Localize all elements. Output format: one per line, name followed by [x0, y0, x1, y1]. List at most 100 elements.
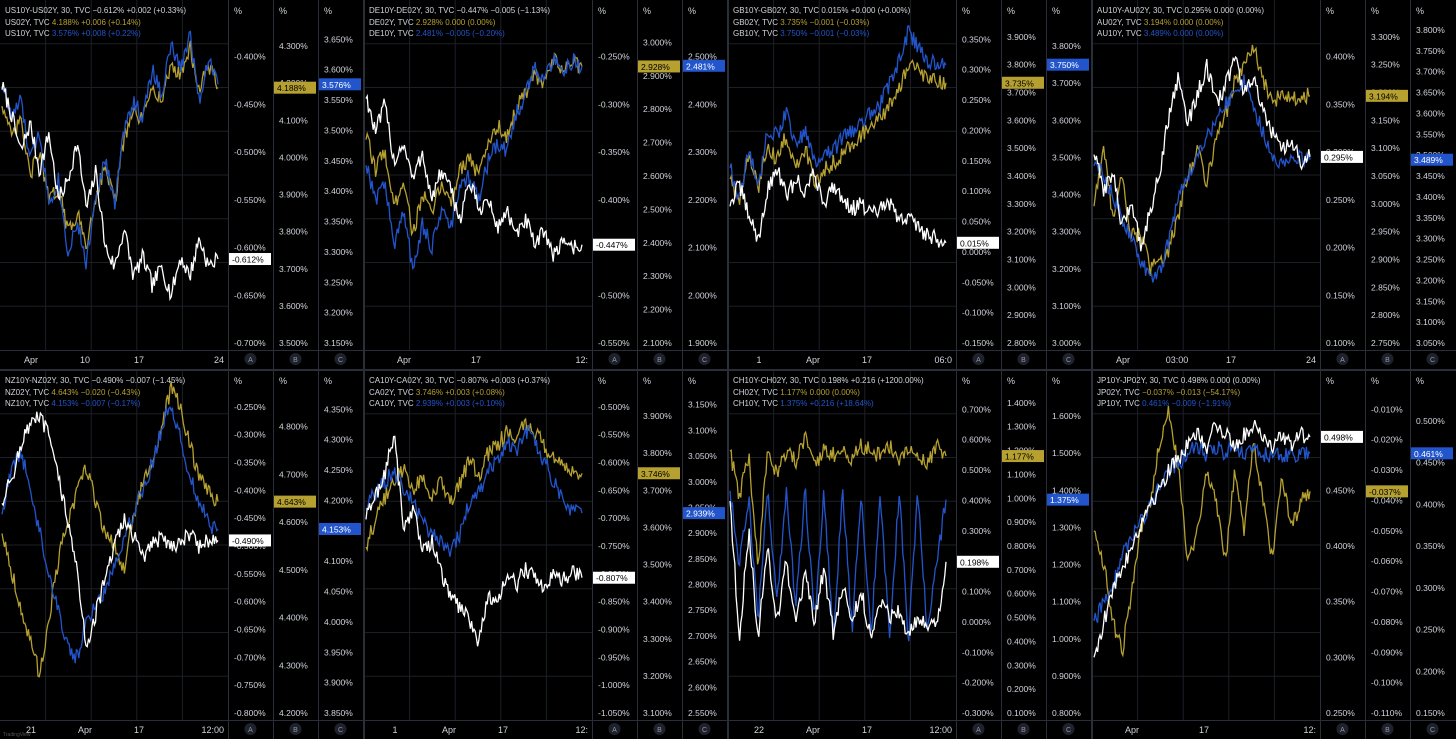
time-tick-label: 10 [80, 355, 90, 365]
scale-button[interactable] [1426, 353, 1439, 365]
tick-label: 2.500% [643, 204, 672, 214]
series-line-GB10Y [729, 24, 947, 201]
tick-label: 0.500% [1007, 613, 1036, 623]
tick-label: 0.200% [1416, 666, 1445, 676]
scale-button[interactable] [289, 353, 302, 365]
scale-button[interactable] [698, 353, 711, 365]
legend-row[interactable]: US02Y, TVC 4.188% +0.006 (+0.14%) [5, 17, 186, 29]
time-tick-label: 22 [754, 725, 764, 735]
legend-row[interactable]: US10Y-US02Y, 30, TVC −0.612% +0.002 (+0.… [5, 5, 186, 17]
scale-button[interactable] [1381, 353, 1394, 365]
last-value-badge [1411, 153, 1453, 166]
scale-button[interactable] [244, 723, 257, 735]
chart-svg[interactable]: %-0.250%-0.300%-0.350%-0.400%-0.450%-0.5… [364, 0, 728, 369]
legend: US10Y-US02Y, 30, TVC −0.612% +0.002 (+0.… [5, 5, 186, 40]
scale-button[interactable] [1017, 353, 1030, 365]
chart-svg[interactable]: %-0.250%-0.300%-0.350%-0.400%-0.450%-0.5… [0, 370, 364, 739]
legend-name: CH10Y-CH02Y, 30, TVC [733, 376, 822, 385]
legend-value: 3.735% −0.001 (−0.03%) [780, 17, 870, 27]
scale-button[interactable] [1062, 353, 1075, 365]
chart-svg[interactable]: % -0.400% -0.450% -0.500% -0.550% -0.600% -0.6… [0, 0, 364, 369]
legend-row[interactable]: CA02Y, TVC 3.746% +0.003 (+0.08%) [369, 387, 550, 399]
last-value-badge [683, 59, 725, 72]
scale-button[interactable] [1426, 723, 1439, 735]
legend-row[interactable]: CA10Y, TVC 2.939% +0.003 (+0.10%) [369, 398, 550, 410]
tick-label: 3.400% [1416, 192, 1445, 202]
tick-label: -0.300% [962, 708, 994, 718]
chart-svg[interactable]: % -0.500% -0.550% -0.600% -0.650% -0.700% -0.7… [364, 370, 728, 739]
chart-svg[interactable]: % 0.500% 0.450% 0.400% 0.350% 0.300% 0.250% 0.4… [1092, 370, 1456, 739]
legend-row[interactable]: JP10Y-JP02Y, 30, TVC 0.498% 0.000 (0.00%… [1097, 375, 1261, 387]
scale-button[interactable] [334, 723, 347, 735]
chart-panel[interactable]: % 0.350% 0.300% 0.250% 0.200% 0.150% 0.100% 0.0… [728, 0, 1092, 369]
tick-label: 3.900% [324, 678, 353, 688]
scale-button[interactable] [1381, 723, 1394, 735]
time-tick-label: 21 [26, 725, 36, 735]
tick-label: 3.300% [1052, 227, 1081, 237]
legend-value: −0.807% +0.003 (+0.37%) [456, 376, 551, 385]
scale-button[interactable] [1336, 723, 1349, 735]
legend-name: GB10Y-GB02Y, 30, TVC [733, 6, 822, 15]
scale-button[interactable] [1017, 723, 1030, 735]
chart-panel[interactable]: %-0.250%-0.300%-0.350%-0.400%-0.450%-0.5… [0, 370, 364, 739]
chart-panel[interactable]: %-0.250%-0.300%-0.350%-0.400%-0.450%-0.5… [364, 0, 728, 369]
tick-label: -0.350% [598, 147, 630, 157]
scale-button[interactable] [289, 723, 302, 735]
panel-divider[interactable] [0, 369, 1456, 371]
scale-button[interactable] [653, 723, 666, 735]
scale-button[interactable] [972, 353, 985, 365]
tick-label: 3.100% [1416, 317, 1445, 327]
scale-button[interactable] [1336, 353, 1349, 365]
scale-button[interactable] [1062, 723, 1075, 735]
scale-button[interactable] [653, 353, 666, 365]
legend-row[interactable]: US10Y, TVC 3.576% +0.008 (+0.22%) [5, 28, 186, 40]
legend-row[interactable]: AU10Y, TVC 3.489% 0.000 (0.00%) [1097, 28, 1264, 40]
legend-row[interactable]: GB02Y, TVC 3.735% −0.001 (−0.03%) [733, 17, 910, 29]
last-value-text: -0.447% [596, 240, 628, 250]
tick-label: 4.300% [279, 660, 308, 670]
legend-row[interactable]: GB10Y-GB02Y, 30, TVC 0.015% +0.000 (+0.0… [733, 5, 910, 17]
chart-svg[interactable]: % 0.700% 0.600% 0.500% 0.400% 0.300% 0.200% 0.1… [728, 370, 1092, 739]
scale-button[interactable] [608, 353, 621, 365]
legend-row[interactable]: JP10Y, TVC 0.461% −0.009 (−1.91%) [1097, 398, 1261, 410]
chart-svg[interactable]: % 0.350% 0.300% 0.250% 0.200% 0.150% 0.100% 0.0… [728, 0, 1092, 369]
tick-label: 3.300% [1371, 32, 1400, 42]
chart-svg[interactable]: %0.400%0.350%0.300%0.250%0.200%0.150%0.1… [1092, 0, 1456, 369]
legend-row[interactable]: DE10Y-DE02Y, 30, TVC −0.447% −0.005 (−1.… [369, 5, 550, 17]
scale-button[interactable] [608, 723, 621, 735]
legend-row[interactable]: CA10Y-CA02Y, 30, TVC −0.807% +0.003 (+0.… [369, 375, 550, 387]
chart-panel[interactable]: % 0.700% 0.600% 0.500% 0.400% 0.300% 0.200% 0.1… [728, 370, 1092, 739]
last-value-badge [638, 467, 680, 480]
legend-row[interactable]: DE10Y, TVC 2.481% −0.005 (−0.20%) [369, 28, 550, 40]
tick-label: 3.050% [1371, 171, 1400, 181]
legend-row[interactable]: AU02Y, TVC 3.194% 0.000 (0.00%) [1097, 17, 1264, 29]
legend-row[interactable]: NZ10Y-NZ02Y, 30, TVC −0.490% −0.007 (−1.… [5, 375, 185, 387]
scale-button[interactable] [334, 353, 347, 365]
scale-unit: % [1052, 376, 1060, 386]
tick-label: 0.250% [1416, 625, 1445, 635]
last-value-badge [274, 495, 316, 508]
legend-row[interactable]: CH10Y, TVC 1.375% +0.216 (+18.64%) [733, 398, 924, 410]
legend: DE10Y-DE02Y, 30, TVC −0.447% −0.005 (−1.… [369, 5, 550, 40]
last-value-badge [1411, 447, 1453, 460]
chart-panel[interactable]: % 0.500% 0.450% 0.400% 0.350% 0.300% 0.250% 0.4… [1092, 370, 1456, 739]
legend-row[interactable]: CH10Y-CH02Y, 30, TVC 0.198% +0.216 (+120… [733, 375, 924, 387]
tick-label: -0.020% [1371, 435, 1403, 445]
tick-label: 3.600% [324, 65, 353, 75]
legend-row[interactable]: DE02Y, TVC 2.928% 0.000 (0.00%) [369, 17, 550, 29]
chart-panel[interactable]: %0.400%0.350%0.300%0.250%0.200%0.150%0.1… [1092, 0, 1456, 369]
legend-row[interactable]: AU10Y-AU02Y, 30, TVC 0.295% 0.000 (0.00%… [1097, 5, 1264, 17]
legend-row[interactable]: CH02Y, TVC 1.177% 0.000 (0.00%) [733, 387, 924, 399]
chart-panel[interactable]: % -0.500% -0.550% -0.600% -0.650% -0.700% -0.7… [364, 370, 728, 739]
chart-panel[interactable]: % -0.400% -0.450% -0.500% -0.550% -0.600% -0.6… [0, 0, 364, 369]
scale-button[interactable] [698, 723, 711, 735]
legend-row[interactable]: JP02Y, TVC −0.037% −0.013 (−54.17%) [1097, 387, 1261, 399]
legend-row[interactable]: GB10Y, TVC 3.750% −0.001 (−0.03%) [733, 28, 910, 40]
tick-label: 1.600% [1052, 411, 1081, 421]
legend-row[interactable]: NZ10Y, TVC 4.153% −0.007 (−0.17%) [5, 398, 185, 410]
time-tick-label: 12: [575, 725, 588, 735]
tick-label: -0.500% [234, 147, 266, 157]
scale-button[interactable] [244, 353, 257, 365]
legend-row[interactable]: NZ02Y, TVC 4.643% −0.020 (−0.43%) [5, 387, 185, 399]
scale-button[interactable] [972, 723, 985, 735]
